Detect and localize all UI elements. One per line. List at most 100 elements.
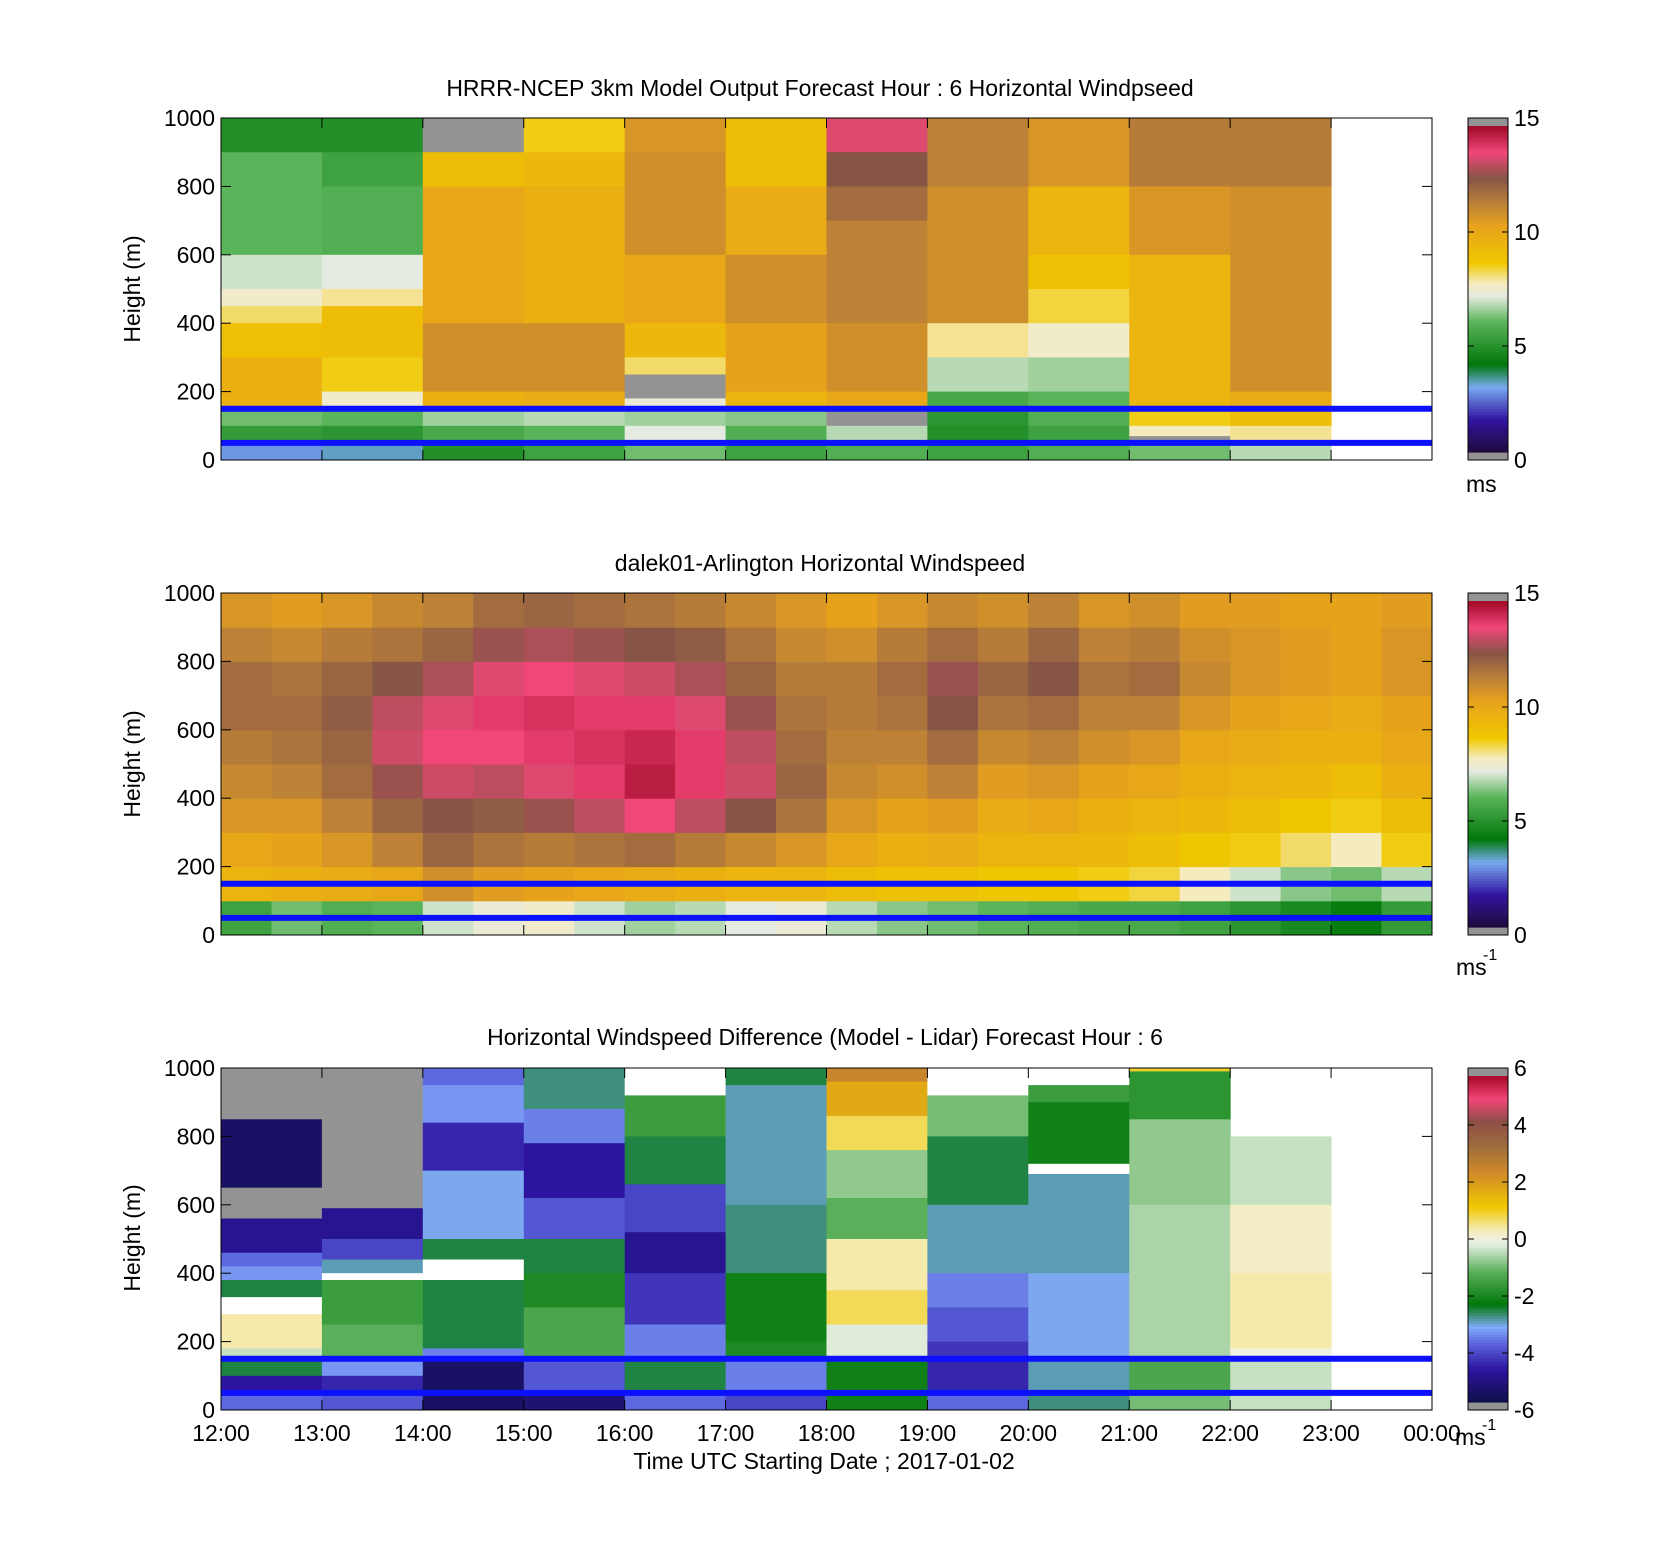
colorbar-segment bbox=[1468, 1290, 1508, 1294]
colorbar-segment bbox=[1468, 1230, 1508, 1235]
colorbar-segment bbox=[1468, 1209, 1508, 1213]
heatmap-cell bbox=[574, 661, 626, 697]
colorbar-segment bbox=[1468, 1228, 1508, 1232]
heatmap-cell bbox=[523, 695, 575, 731]
heatmap-cell bbox=[725, 408, 827, 427]
colorbar-segment bbox=[1468, 1306, 1508, 1311]
colorbar-segment bbox=[1468, 617, 1508, 621]
colorbar-segment bbox=[1468, 818, 1508, 822]
heatmap-cell bbox=[221, 798, 272, 833]
heatmap-cell bbox=[321, 1259, 424, 1274]
colorbar-tick-label: 10 bbox=[1514, 219, 1540, 245]
heatmap-cell bbox=[1179, 661, 1231, 697]
colorbar-segment bbox=[1468, 864, 1508, 868]
heatmap-cell bbox=[675, 627, 727, 662]
heatmap-cell bbox=[372, 832, 424, 868]
colorbar: -6 -4 -2 0 2 4 6 bbox=[1467, 1055, 1535, 1423]
colorbar-segment bbox=[1468, 1374, 1508, 1379]
colorbar-segment bbox=[1468, 256, 1508, 260]
colorbar-overflow-bottom bbox=[1468, 452, 1508, 460]
heatmap-cell bbox=[1381, 798, 1433, 833]
heatmap-cell bbox=[927, 1358, 1029, 1394]
colorbar-segment bbox=[1468, 1160, 1508, 1164]
heatmap-cell bbox=[372, 764, 424, 799]
heatmap-cell bbox=[271, 764, 323, 799]
colorbar-segment bbox=[1468, 840, 1508, 844]
heatmap-cell bbox=[675, 661, 727, 697]
colorbar-segment bbox=[1468, 218, 1508, 222]
heatmap-cell bbox=[877, 661, 928, 697]
colorbar-segment bbox=[1468, 685, 1508, 689]
colorbar-segment bbox=[1468, 1260, 1508, 1265]
colorbar-segment bbox=[1468, 1157, 1508, 1161]
heatmap-cell bbox=[422, 186, 525, 324]
heatmap-cell bbox=[826, 152, 928, 187]
colorbar-segment bbox=[1468, 1239, 1508, 1243]
heatmap-cell bbox=[574, 798, 626, 833]
y-tick-label: 400 bbox=[177, 1260, 215, 1286]
colorbar-segment bbox=[1468, 394, 1508, 399]
heatmap-cell bbox=[523, 152, 626, 187]
colorbar-segment bbox=[1468, 875, 1508, 879]
heatmap-cell bbox=[523, 1109, 626, 1144]
heatmap-cell bbox=[624, 408, 727, 427]
colorbar-segment bbox=[1468, 1342, 1508, 1346]
colorbar-segment bbox=[1468, 237, 1508, 241]
heatmap-cell bbox=[826, 832, 878, 868]
heatmap-cell bbox=[221, 1375, 323, 1394]
colorbar-segment bbox=[1468, 701, 1508, 705]
heatmap-cell bbox=[725, 323, 827, 393]
colorbar-segment bbox=[1468, 139, 1508, 143]
heatmap-cell bbox=[372, 661, 424, 697]
heatmap-cell bbox=[1078, 661, 1130, 697]
colorbar-segment bbox=[1468, 1369, 1508, 1373]
colorbar-segment bbox=[1468, 693, 1508, 697]
colorbar-segment bbox=[1468, 704, 1508, 708]
heatmap-cell bbox=[574, 764, 626, 799]
colorbar-segment bbox=[1468, 1385, 1508, 1390]
colorbar-segment bbox=[1468, 245, 1508, 249]
heatmap-cell bbox=[725, 1341, 827, 1360]
colorbar-segment bbox=[1468, 1244, 1508, 1248]
colorbar-segment bbox=[1468, 649, 1508, 654]
y-tick-label: 800 bbox=[177, 648, 215, 674]
heatmap-cell bbox=[624, 1068, 727, 1096]
heatmap-cell bbox=[624, 1392, 727, 1411]
colorbar-segment bbox=[1468, 1222, 1508, 1227]
colorbar-segment bbox=[1468, 1108, 1508, 1112]
colorbar-segment bbox=[1468, 272, 1508, 277]
colorbar-segment bbox=[1468, 356, 1508, 361]
heatmap-cell bbox=[473, 627, 525, 662]
colorbar-segment bbox=[1468, 1396, 1508, 1400]
heatmap-cell bbox=[523, 442, 626, 461]
colorbar-segment bbox=[1468, 731, 1508, 735]
heatmap-cell bbox=[624, 627, 676, 662]
colorbar-segment bbox=[1468, 449, 1508, 453]
heatmap-cell bbox=[1028, 1102, 1130, 1165]
colorbar-segment bbox=[1468, 234, 1508, 238]
heatmap-cell bbox=[523, 1273, 626, 1308]
heatmap-cell bbox=[221, 289, 323, 307]
colorbar-segment bbox=[1468, 180, 1508, 184]
colorbar-segment bbox=[1468, 796, 1508, 800]
colorbar-segment bbox=[1468, 443, 1508, 448]
colorbar-segment bbox=[1468, 772, 1508, 776]
heatmap-cell bbox=[1028, 186, 1130, 256]
heatmap-cell bbox=[927, 729, 979, 765]
heatmap-cell bbox=[675, 695, 727, 731]
heatmap-cell bbox=[422, 1239, 525, 1260]
colorbar-segment bbox=[1468, 430, 1508, 434]
heatmap-cell bbox=[221, 1392, 323, 1411]
heatmap-cell bbox=[927, 661, 979, 697]
colorbar-segment bbox=[1468, 810, 1508, 814]
colorbar-unit-label: ms bbox=[1455, 1424, 1486, 1450]
heatmap-cell bbox=[1129, 425, 1231, 437]
heatmap-cell bbox=[1331, 593, 1383, 628]
colorbar-segment bbox=[1468, 1165, 1508, 1169]
heatmap-cell bbox=[776, 798, 827, 833]
colorbar-segment bbox=[1468, 880, 1508, 885]
colorbar-segment bbox=[1468, 422, 1508, 426]
colorbar-segment bbox=[1468, 354, 1508, 358]
heatmap-cell bbox=[826, 695, 878, 731]
heatmap-cell bbox=[624, 254, 727, 324]
